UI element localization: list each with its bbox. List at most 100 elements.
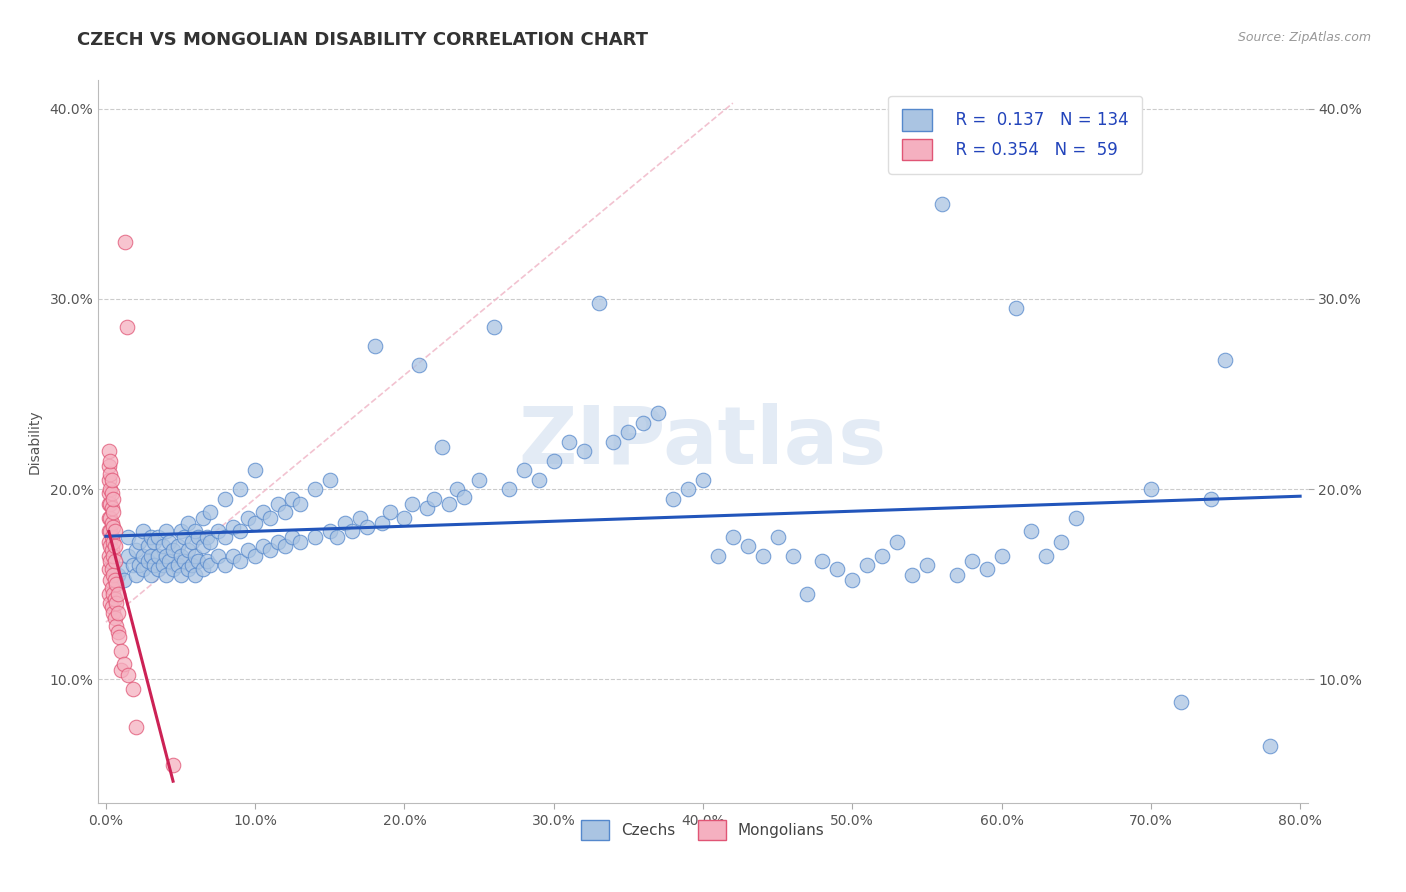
Text: Source: ZipAtlas.com: Source: ZipAtlas.com [1237,31,1371,45]
Point [101,486,124,500]
Y-axis label: Disability: Disability [27,409,41,474]
Point [103,491,125,506]
Point [169,549,191,563]
Point [811,554,834,568]
Point [222,520,245,534]
Point [222,549,245,563]
Point [281,491,304,506]
Point [378,505,401,519]
Point [162,562,184,576]
Point [617,425,640,439]
Point [1050,535,1073,549]
Point [97,459,120,474]
Point [104,539,127,553]
Point [214,530,236,544]
Point [105,577,128,591]
Point [1215,352,1237,367]
Point [98,482,121,496]
Point [146,530,169,544]
Point [128,535,150,549]
Point [139,530,162,544]
Point [155,549,177,563]
Point [751,549,773,563]
Point [184,549,207,563]
Point [572,444,595,458]
Point [453,490,475,504]
Point [155,567,177,582]
Point [252,505,274,519]
Point [1199,491,1222,506]
Point [110,562,132,576]
Point [162,757,184,772]
Point [146,562,169,576]
Point [513,463,536,477]
Point [125,567,148,582]
Point [1021,524,1043,538]
Point [288,497,311,511]
Point [266,535,288,549]
Point [98,497,121,511]
Point [187,530,209,544]
Point [945,567,967,582]
Point [157,554,180,568]
Point [252,539,274,553]
Point [98,510,121,524]
Point [266,497,288,511]
Point [363,339,385,353]
Point [98,524,121,538]
Point [274,505,297,519]
Point [97,524,120,538]
Point [169,567,191,582]
Point [104,611,127,625]
Text: ZIPatlas: ZIPatlas [519,402,887,481]
Point [737,539,759,553]
Point [103,587,125,601]
Point [166,539,188,553]
Point [101,473,124,487]
Point [125,720,148,734]
Point [173,554,195,568]
Point [97,587,120,601]
Point [1064,510,1087,524]
Point [243,463,266,477]
Point [191,562,214,576]
Point [423,491,446,506]
Point [114,235,136,249]
Point [121,681,143,696]
Point [142,558,165,573]
Point [229,524,252,538]
Point [229,482,252,496]
Point [207,524,229,538]
Point [112,657,135,671]
Point [259,510,281,524]
Point [181,558,204,573]
Point [169,524,191,538]
Point [633,416,655,430]
Point [304,482,326,496]
Point [98,574,121,588]
Point [304,530,326,544]
Point [259,542,281,557]
Point [356,520,378,534]
Point [128,558,150,573]
Point [107,567,129,582]
Point [132,524,155,538]
Point [191,510,214,524]
Point [98,467,121,481]
Point [97,486,120,500]
Point [886,535,908,549]
Point [103,535,125,549]
Point [349,510,371,524]
Point [229,554,252,568]
Point [236,510,259,524]
Point [214,558,236,573]
Point [103,505,125,519]
Point [1140,482,1163,496]
Point [394,510,416,524]
Point [162,542,184,557]
Point [132,549,155,563]
Point [97,473,120,487]
Point [139,567,162,582]
Point [721,530,744,544]
Point [236,542,259,557]
